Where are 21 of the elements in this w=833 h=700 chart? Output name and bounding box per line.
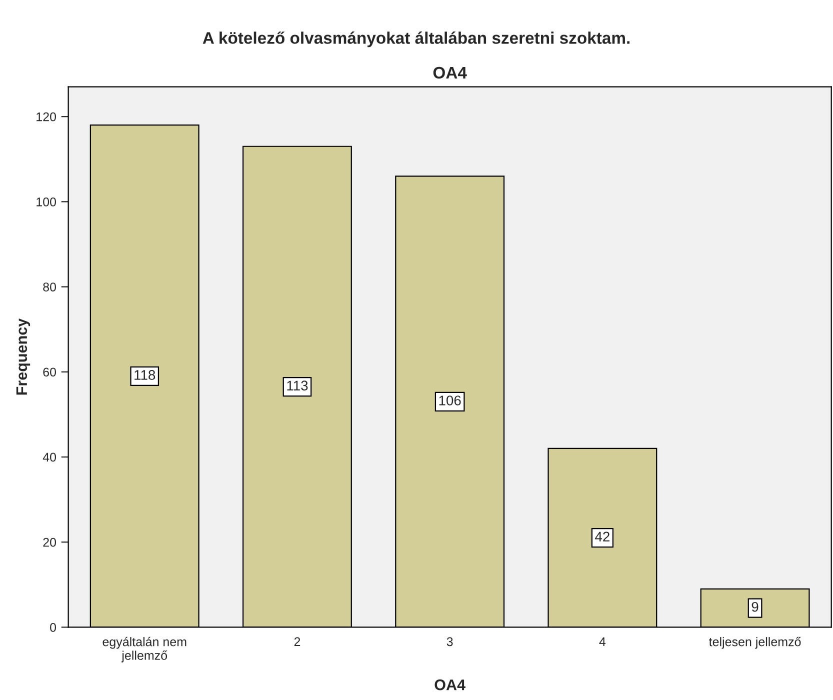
x-axis-title: OA4 [434,679,466,690]
data-label: 106 [439,396,461,406]
y-tick-label: 120 [36,112,56,122]
data-label: 118 [134,370,156,380]
x-tick-label: egyáltalán nem jellemző [102,636,186,662]
y-tick-label: 100 [36,197,56,206]
x-tick-label: teljesen jellemző [709,636,801,649]
y-tick-label: 60 [43,368,56,377]
data-label: 42 [595,532,610,542]
y-tick-label: 80 [43,282,56,292]
y-tick-label: 0 [50,623,56,632]
y-axis-title: Frequency [16,318,30,395]
chart-title: A kötelező olvasmányokat általában szeretni szoktam. [202,32,630,48]
x-tick-label: 4 [599,637,606,646]
x-tick-label: 2 [294,637,300,646]
y-tick-label: 40 [42,452,56,462]
y-tick-label: 20 [43,538,56,547]
chart-subtitle: OA4 [433,66,467,79]
data-label: 113 [287,380,308,391]
data-label: 9 [752,602,758,612]
x-tick-label: 3 [446,637,453,646]
